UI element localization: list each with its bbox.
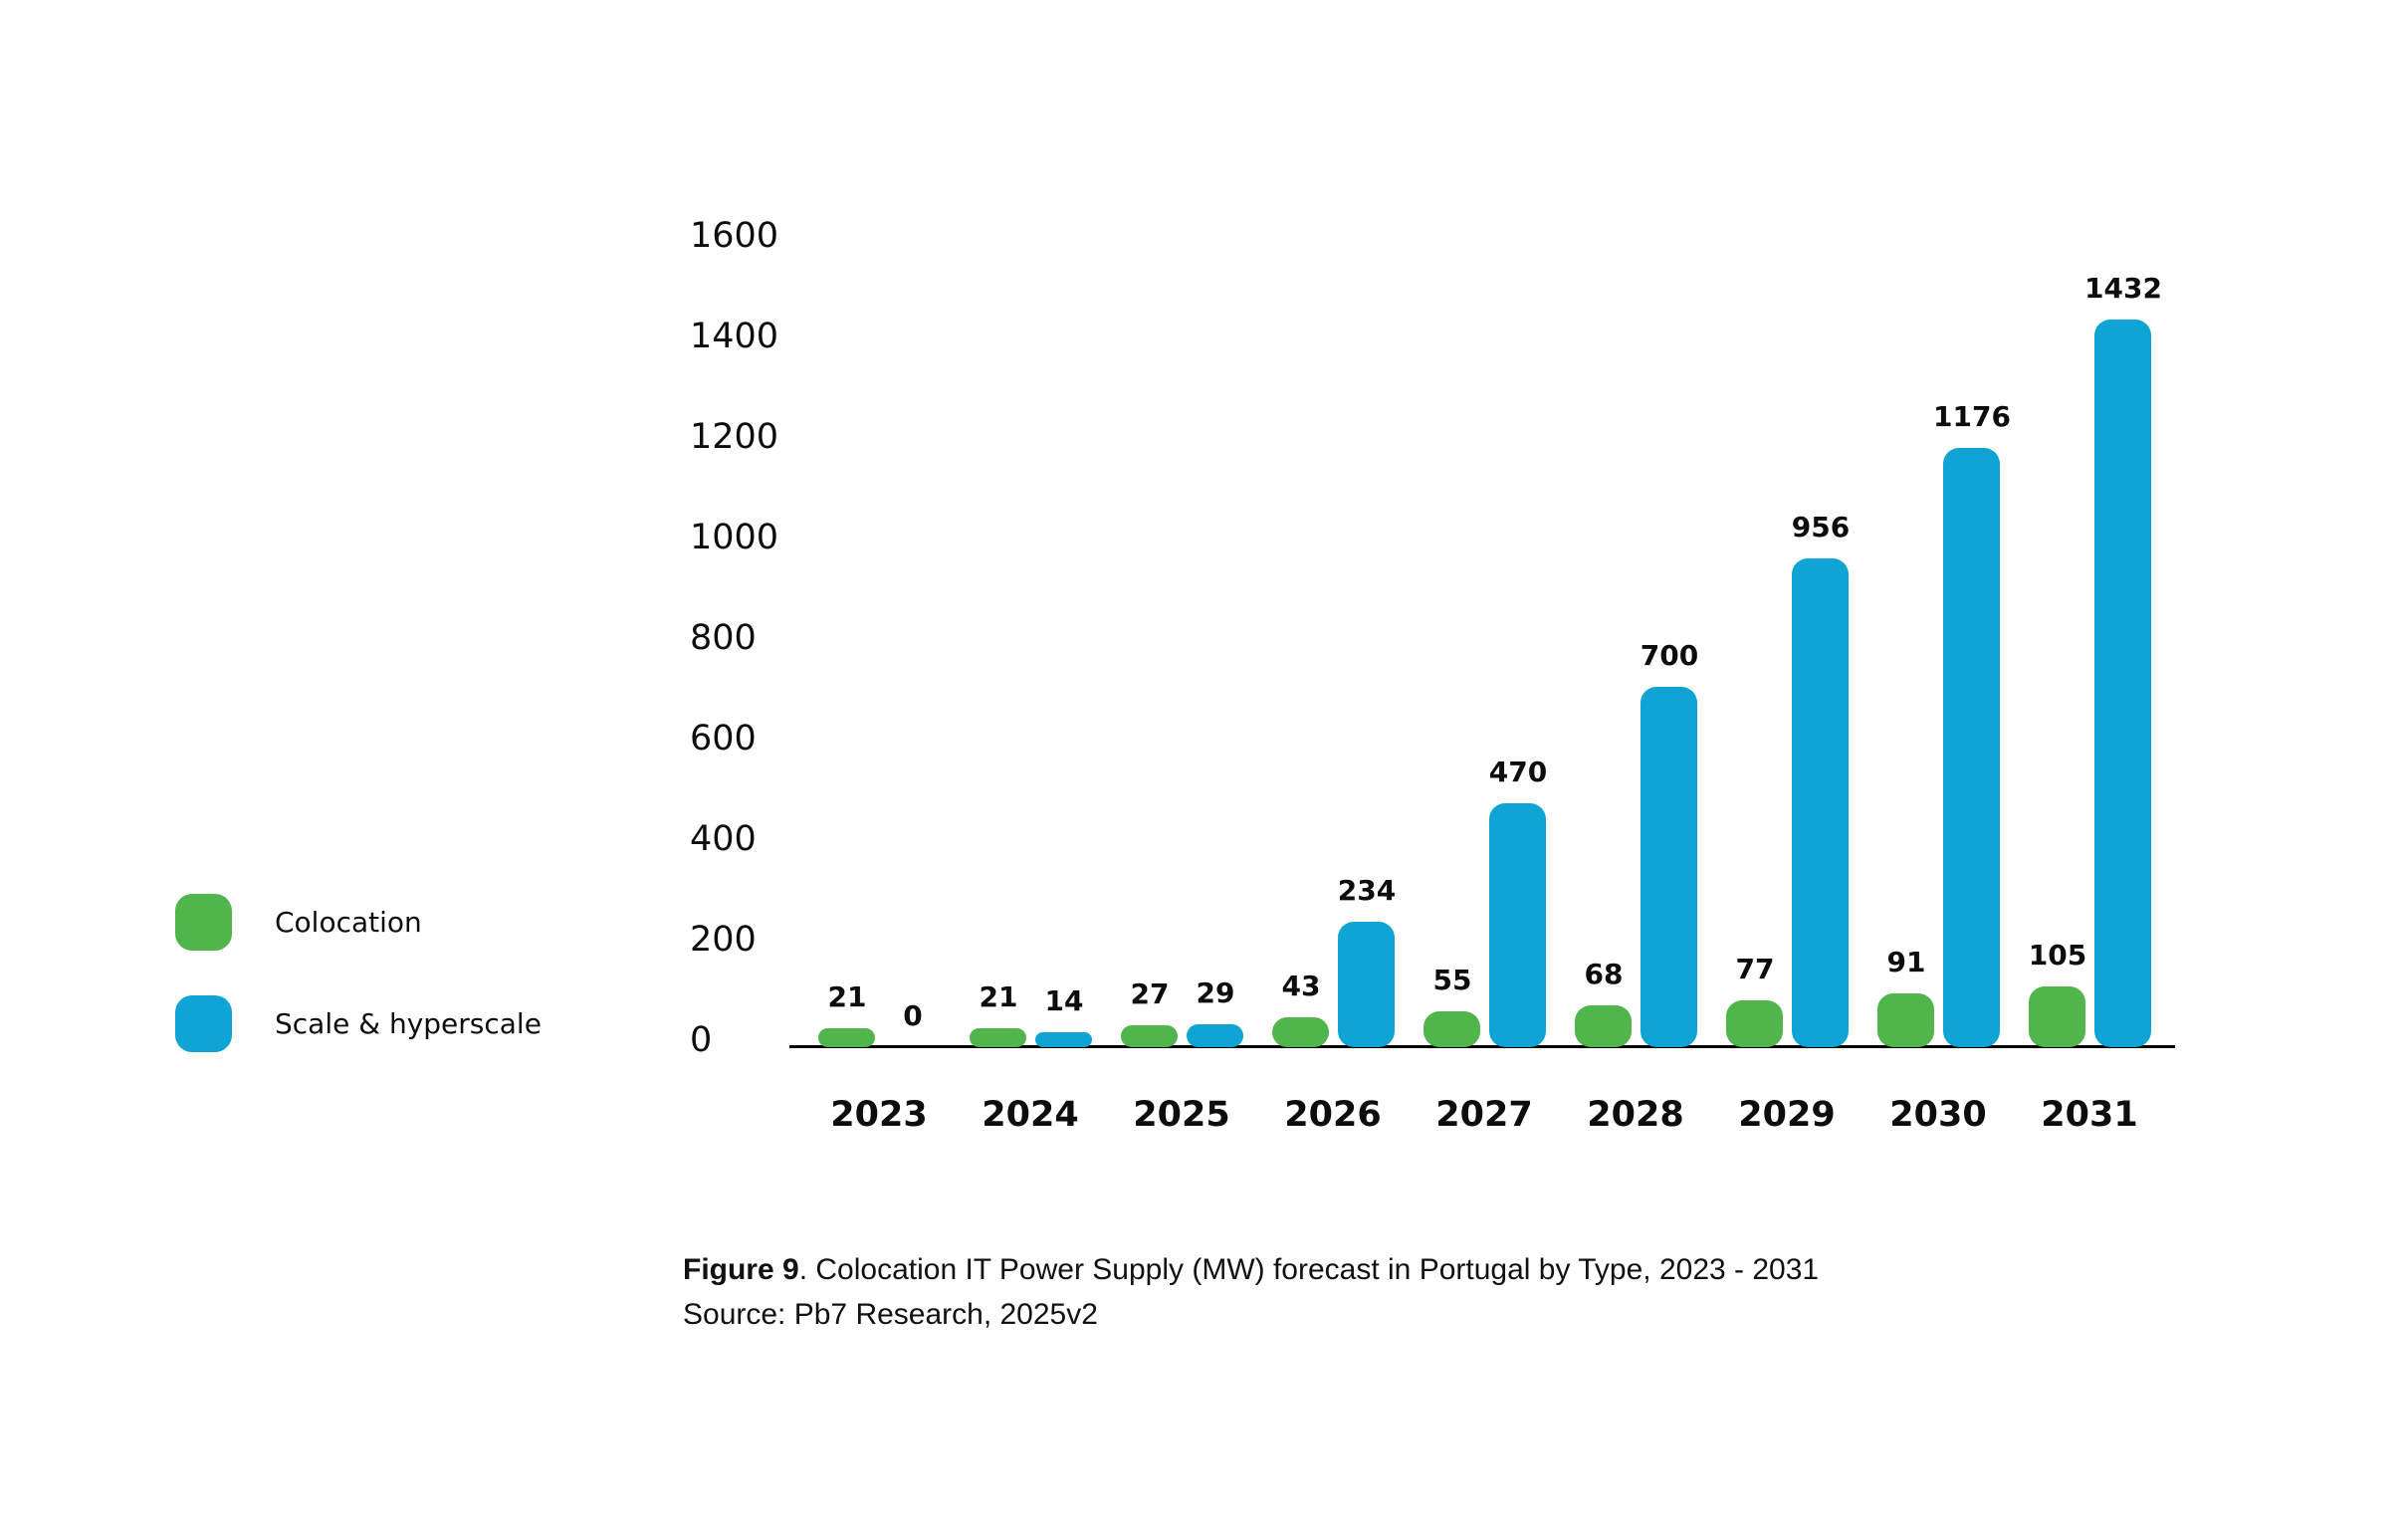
bar-colocation-2027	[1423, 1011, 1480, 1047]
bar-value-label: 470	[1488, 756, 1548, 788]
y-axis-tick-label: 1000	[690, 518, 779, 557]
bar-colocation-2031	[2029, 986, 2085, 1047]
bar-scale-hyperscale-2026	[1338, 922, 1395, 1047]
legend-swatch-scale-hyperscale	[175, 995, 232, 1052]
bar-value-label: 234	[1337, 874, 1397, 907]
bar-value-label: 1176	[1933, 400, 2011, 433]
figure-caption: Figure 9. Colocation IT Power Supply (MW…	[683, 1247, 1819, 1337]
bar-colocation-2024	[970, 1028, 1026, 1047]
bar-colocation-2023	[818, 1028, 875, 1047]
bar-value-label: 14	[1044, 984, 1084, 1017]
legend-label-colocation: Colocation	[275, 906, 422, 939]
caption-source: Source: Pb7 Research, 2025v2	[683, 1298, 1098, 1331]
x-axis-label-2029: 2029	[1738, 1095, 1836, 1135]
bar-value-label: 91	[1886, 946, 1926, 978]
bar-value-label: 29	[1196, 976, 1235, 1009]
bar-scale-hyperscale-2027	[1489, 803, 1546, 1047]
bar-scale-hyperscale-2028	[1641, 687, 1697, 1047]
x-axis-label-2023: 2023	[830, 1095, 928, 1135]
y-axis-tick-label: 1600	[690, 216, 779, 256]
bar-value-label: 1432	[2084, 272, 2162, 305]
bar-value-label: 27	[1130, 977, 1170, 1010]
y-axis-tick-label: 1200	[690, 417, 779, 457]
y-axis-tick-label: 1400	[690, 317, 779, 356]
bar-scale-hyperscale-2030	[1943, 448, 2000, 1047]
caption-title: . Colocation IT Power Supply (MW) foreca…	[798, 1253, 1820, 1286]
x-axis-label-2027: 2027	[1435, 1095, 1533, 1135]
y-axis-tick-label: 800	[690, 618, 757, 658]
y-axis-tick-label: 200	[690, 920, 757, 960]
y-axis-tick-label: 0	[690, 1020, 713, 1060]
bar-colocation-2029	[1726, 1000, 1783, 1047]
x-axis-line	[789, 1045, 2175, 1048]
x-axis-label-2031: 2031	[2041, 1095, 2138, 1135]
x-axis-label-2026: 2026	[1284, 1095, 1382, 1135]
bar-value-label: 700	[1640, 639, 1699, 672]
bar-value-label: 21	[827, 980, 867, 1013]
bar-colocation-2030	[1877, 993, 1934, 1047]
x-axis-label-2025: 2025	[1133, 1095, 1230, 1135]
y-axis-tick-label: 600	[690, 719, 757, 758]
bar-value-label: 956	[1791, 511, 1851, 543]
legend-swatch-colocation	[175, 894, 232, 951]
x-axis-label-2024: 2024	[982, 1095, 1079, 1135]
bar-colocation-2026	[1272, 1017, 1329, 1047]
bar-value-label: 0	[903, 999, 923, 1032]
bar-value-label: 77	[1735, 953, 1775, 985]
bar-scale-hyperscale-2024	[1035, 1032, 1092, 1047]
bar-scale-hyperscale-2029	[1792, 558, 1849, 1047]
bar-value-label: 21	[979, 980, 1018, 1013]
caption-line-1: Figure 9. Colocation IT Power Supply (MW…	[683, 1247, 1819, 1292]
legend-label-scale-hyperscale: Scale & hyperscale	[275, 1007, 542, 1040]
bar-value-label: 105	[2028, 939, 2087, 972]
bar-scale-hyperscale-2031	[2094, 320, 2151, 1047]
y-axis-tick-label: 400	[690, 819, 757, 859]
caption-figure-label: Figure 9	[683, 1253, 799, 1286]
bar-colocation-2028	[1575, 1005, 1632, 1047]
bar-value-label: 68	[1584, 958, 1624, 990]
bar-scale-hyperscale-2025	[1187, 1024, 1243, 1047]
bar-colocation-2025	[1121, 1025, 1178, 1047]
bar-value-label: 55	[1432, 964, 1472, 996]
bar-value-label: 43	[1281, 970, 1321, 1002]
x-axis-label-2030: 2030	[1889, 1095, 1987, 1135]
x-axis-label-2028: 2028	[1587, 1095, 1684, 1135]
